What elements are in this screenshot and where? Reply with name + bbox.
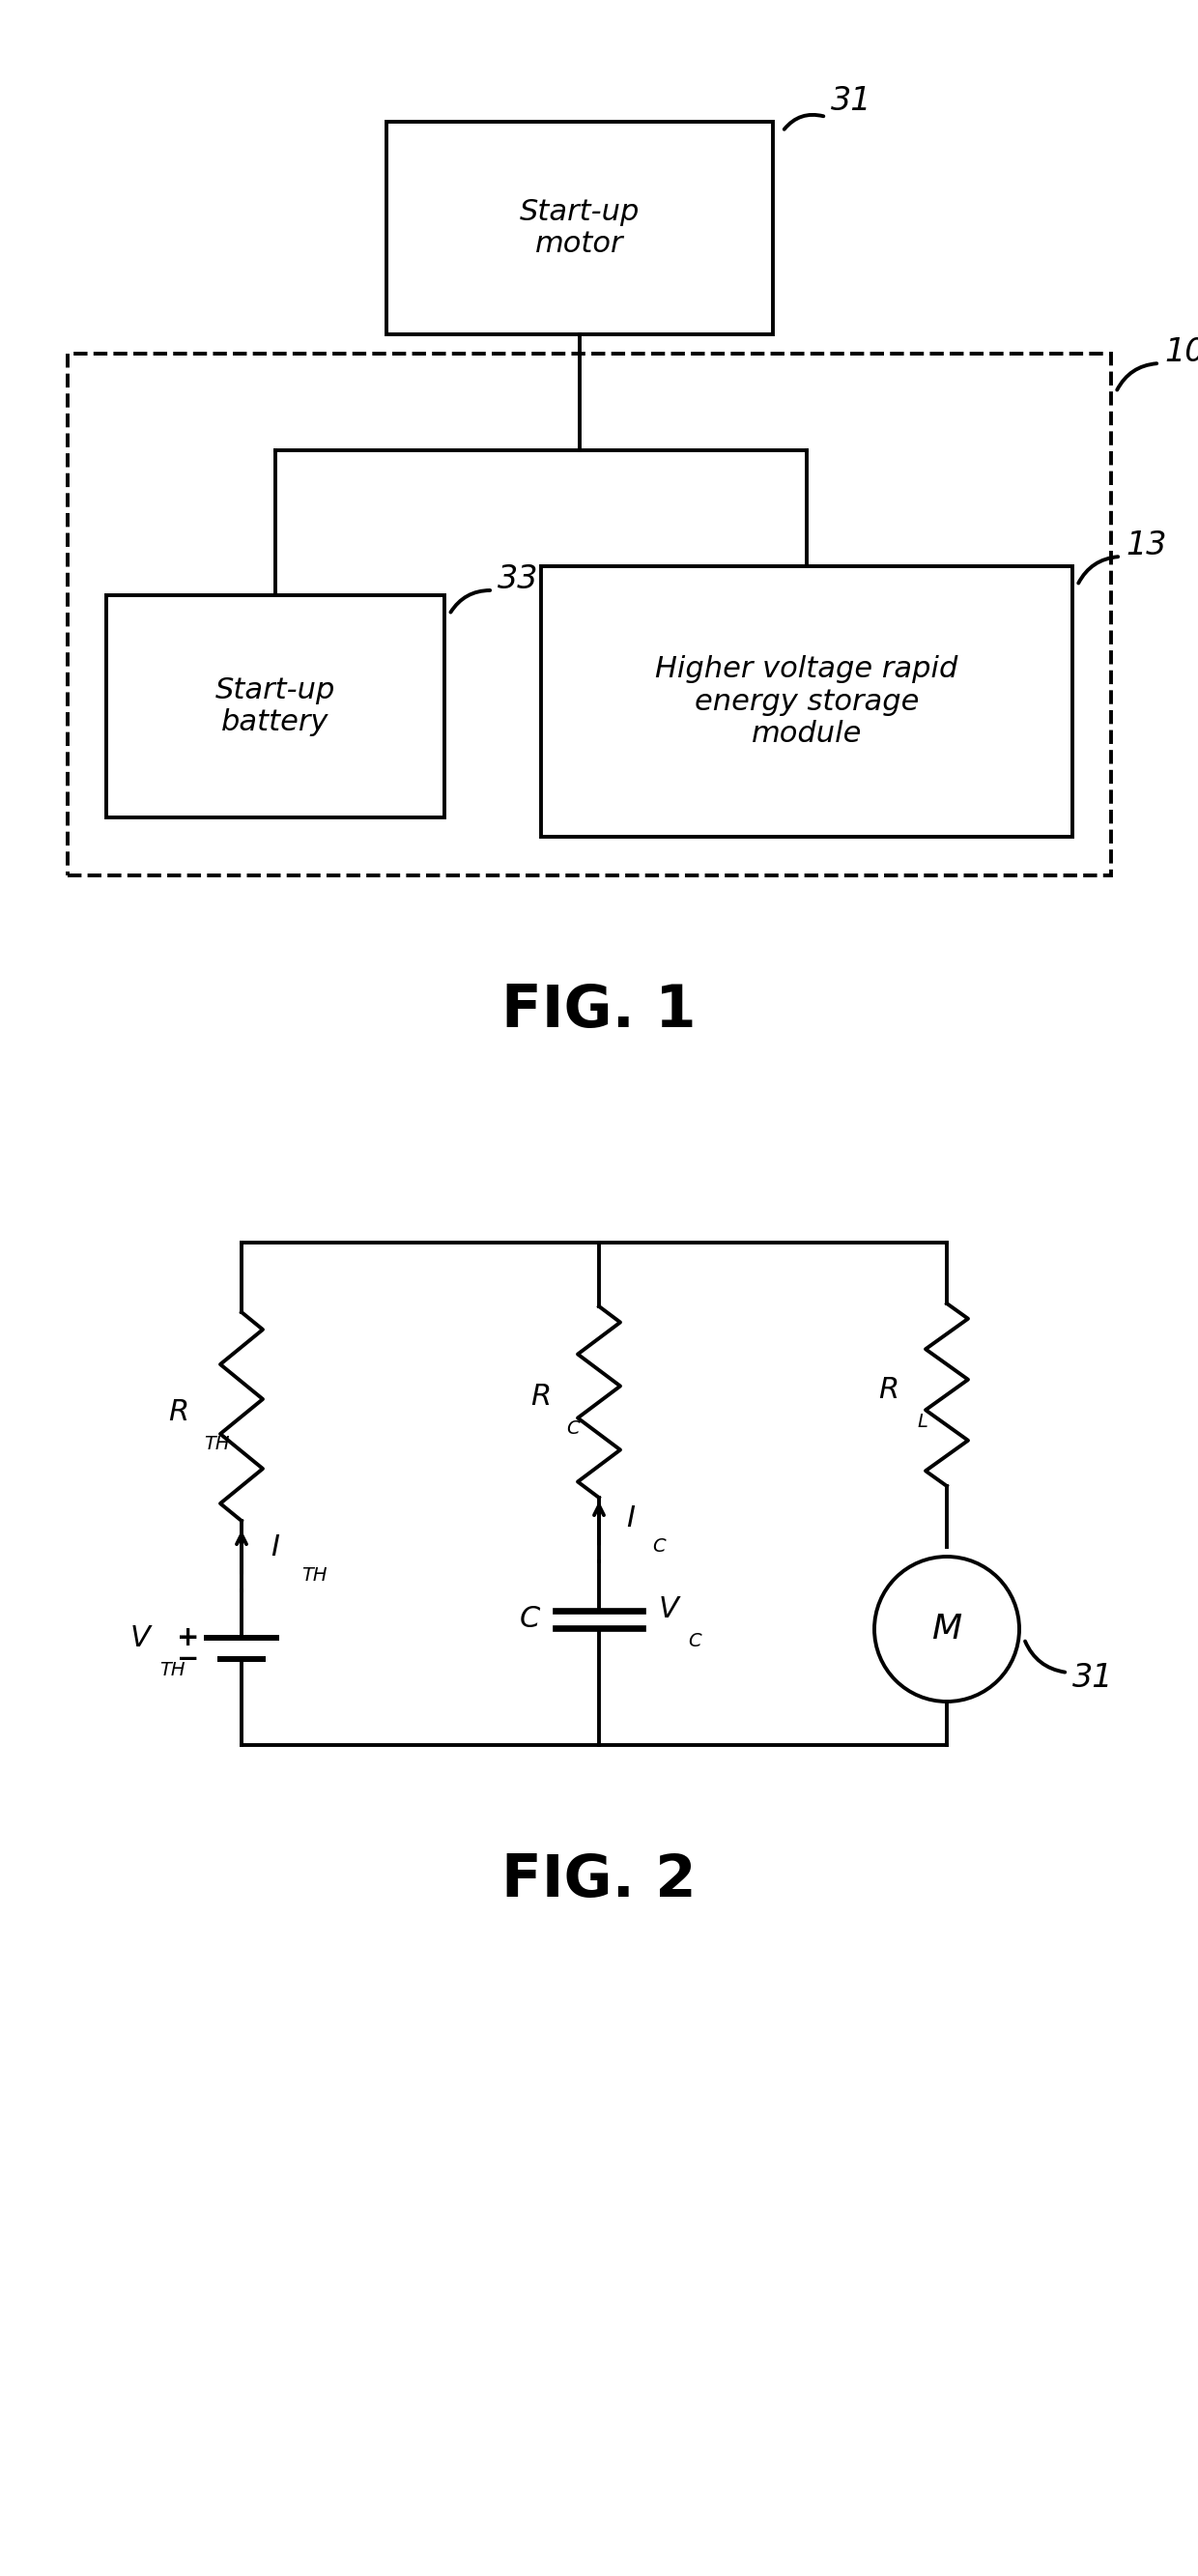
Text: I: I bbox=[627, 1504, 635, 1533]
Text: R: R bbox=[168, 1399, 188, 1425]
FancyBboxPatch shape bbox=[541, 567, 1072, 837]
Text: V: V bbox=[131, 1625, 150, 1654]
FancyBboxPatch shape bbox=[67, 353, 1111, 876]
Text: FIG. 2: FIG. 2 bbox=[502, 1852, 696, 1909]
Text: TH: TH bbox=[205, 1435, 230, 1453]
Text: Start-up
battery: Start-up battery bbox=[216, 675, 335, 737]
Text: Start-up
motor: Start-up motor bbox=[520, 198, 640, 258]
Text: TH: TH bbox=[159, 1662, 184, 1680]
Text: V: V bbox=[659, 1595, 679, 1623]
Text: Higher voltage rapid
energy storage
module: Higher voltage rapid energy storage modu… bbox=[655, 654, 958, 747]
Text: 31: 31 bbox=[831, 85, 872, 116]
Text: C: C bbox=[688, 1631, 701, 1649]
Text: FIG. 1: FIG. 1 bbox=[502, 981, 696, 1038]
Text: 31: 31 bbox=[1072, 1662, 1113, 1692]
Text: M: M bbox=[932, 1613, 962, 1646]
Text: TH: TH bbox=[302, 1566, 327, 1584]
Text: +: + bbox=[177, 1625, 200, 1651]
Text: I: I bbox=[271, 1533, 279, 1561]
Text: 33: 33 bbox=[497, 564, 539, 595]
Text: C: C bbox=[519, 1605, 540, 1633]
Text: 13: 13 bbox=[1126, 531, 1167, 562]
Text: C: C bbox=[567, 1419, 580, 1437]
FancyBboxPatch shape bbox=[107, 595, 444, 817]
Text: R: R bbox=[531, 1383, 551, 1412]
Text: C: C bbox=[652, 1538, 665, 1556]
Text: 10: 10 bbox=[1164, 337, 1198, 368]
Text: R: R bbox=[878, 1376, 898, 1404]
FancyBboxPatch shape bbox=[387, 121, 773, 335]
Text: L: L bbox=[916, 1412, 927, 1432]
Text: −: − bbox=[177, 1646, 200, 1672]
